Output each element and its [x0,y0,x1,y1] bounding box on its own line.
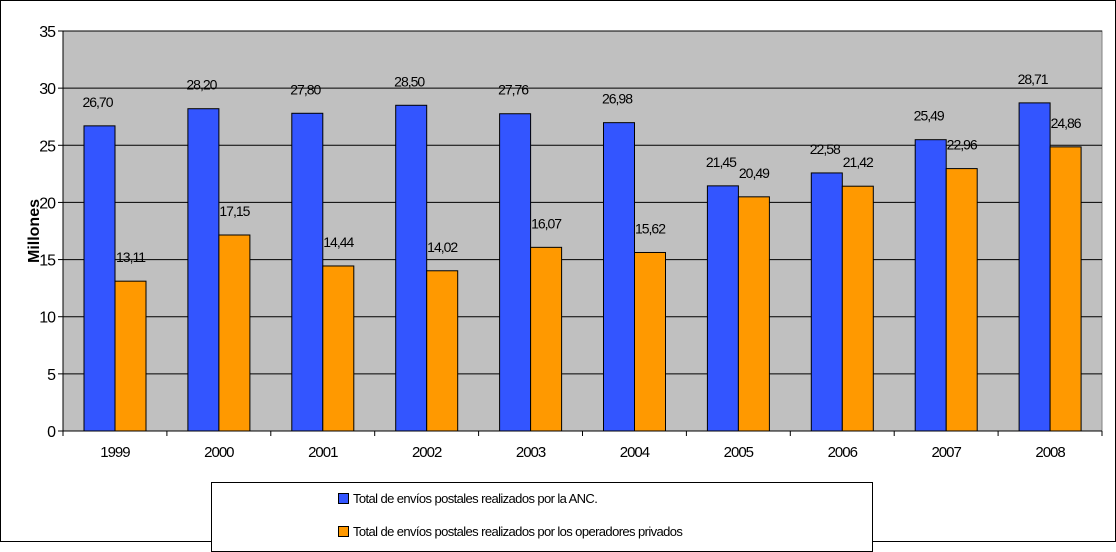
legend-label-privados: Total de envíos postales realizados por … [353,524,683,539]
axes: 0 5 10 15 20 25 30 35 1999 2000 2001 2002 2003 2004 20… [39,24,1103,461]
bar-anc [1018,102,1051,432]
data-label: 28,20 [186,77,217,93]
data-label: 20,49 [739,165,770,181]
legend: Total de envíos postales realizados por … [211,482,873,552]
data-label: 24,86 [1051,115,1082,131]
legend-item-privados: Total de envíos postales realizados por … [338,524,683,539]
data-label: 26,70 [82,94,113,110]
data-label: 27,76 [498,82,529,98]
data-label: 14,02 [427,239,458,255]
bar-anc [914,139,947,432]
data-label: 15,62 [635,220,666,236]
bar-anc [810,172,843,432]
data-label: 21,42 [843,154,874,170]
x-tick-label: 2008 [1035,444,1065,461]
data-label: 22,96 [947,137,978,153]
bar-privados [1049,146,1082,432]
bar-privados [114,280,147,432]
bar-anc [395,104,428,432]
x-tick-label: 2000 [204,444,234,461]
data-label: 21,45 [706,154,737,170]
x-tick-label: 2006 [828,444,858,461]
legend-swatch-privados [338,526,349,537]
y-tick-label: 15 [39,253,56,270]
data-label: 22,58 [810,141,841,157]
x-tick-label: 2001 [308,444,338,461]
data-label: 26,98 [602,91,633,107]
bar-privados [945,168,978,432]
bar-anc [706,185,739,432]
data-label: 14,44 [323,234,354,250]
y-tick-label: 5 [47,367,56,384]
y-tick-label: 0 [47,424,56,441]
legend-label-anc: Total de envíos postales realizados por … [353,491,598,506]
bar-privados [841,185,874,432]
y-tick-label: 20 [39,195,56,212]
data-label: 25,49 [914,108,945,124]
y-tick-label: 10 [39,310,56,327]
data-label: 17,15 [219,203,250,219]
x-tick-label: 2002 [412,444,442,461]
bars [83,102,1082,432]
y-tick-label: 25 [39,138,56,155]
bar-privados [737,196,770,432]
x-tick-label: 1999 [100,444,130,461]
data-label: 16,07 [531,215,562,231]
data-label: 27,80 [290,81,321,97]
bar-privados [634,251,666,432]
bar-anc [291,112,324,432]
bar-anc [603,122,635,432]
data-label: 13,11 [116,249,146,265]
x-tick-label: 2005 [724,444,754,461]
data-label: 28,50 [394,73,425,89]
data-label: 28,71 [1018,71,1049,87]
x-tick-label: 2004 [620,444,650,461]
bar-privados [530,246,563,432]
bar-privados [322,265,355,432]
y-axis-title: Millones [26,199,43,263]
legend-item-anc: Total de envíos postales realizados por … [338,491,598,506]
bar-anc [83,125,116,432]
bar-anc [187,108,220,432]
bar-privados [426,270,459,432]
y-tick-label: 35 [39,24,56,41]
data-labels: 26,70 13,11 28,20 17,15 27,80 14,44 28,50 14,02… [82,71,1082,265]
bar-privados [218,234,251,432]
x-tick-label: 2003 [516,444,546,461]
legend-swatch-anc [338,493,349,504]
y-tick-label: 30 [39,81,56,98]
x-tick-label: 2007 [931,444,961,461]
bar-anc [499,113,532,432]
